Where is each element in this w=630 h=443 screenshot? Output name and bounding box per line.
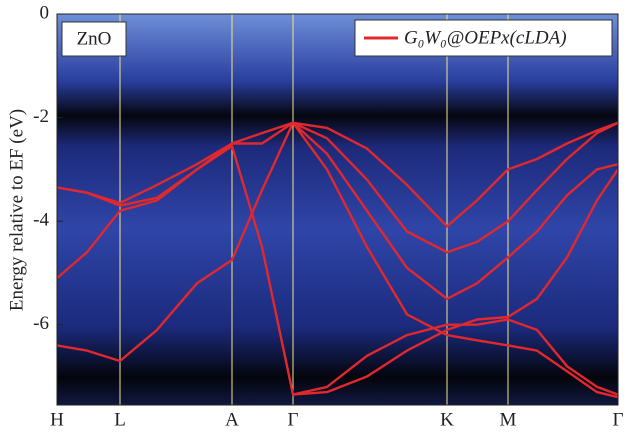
- x-tick-label: Γ: [288, 409, 299, 430]
- x-tick-label: H: [50, 409, 64, 430]
- legend-label: G₀W₀@OEPx(cLDA): [404, 27, 567, 48]
- x-tick-label: M: [500, 409, 517, 430]
- intensity-map: [57, 14, 618, 405]
- y-tick-label: -4: [33, 210, 49, 231]
- x-tick-label: L: [114, 409, 126, 430]
- annotation: ZnO: [77, 28, 112, 49]
- x-tick-label: K: [440, 409, 454, 430]
- bands: [56, 121, 619, 399]
- y-tick-label: -6: [33, 313, 49, 334]
- band-line: [56, 121, 619, 363]
- x-tick-label: Γ: [613, 409, 624, 430]
- x-tick-label: A: [225, 409, 239, 430]
- y-tick-label: -2: [33, 106, 49, 127]
- legend-box: [354, 19, 613, 57]
- band-line: [292, 168, 619, 396]
- y-tick-label: 0: [40, 2, 50, 23]
- band-line: [292, 122, 619, 399]
- band-line: [56, 121, 619, 254]
- band-line: [56, 144, 619, 396]
- annotation-box: [61, 21, 127, 57]
- band-line: [56, 121, 619, 228]
- plot-frame: [56, 13, 619, 406]
- y-axis-label: Energy relative to EF (eV): [6, 109, 27, 311]
